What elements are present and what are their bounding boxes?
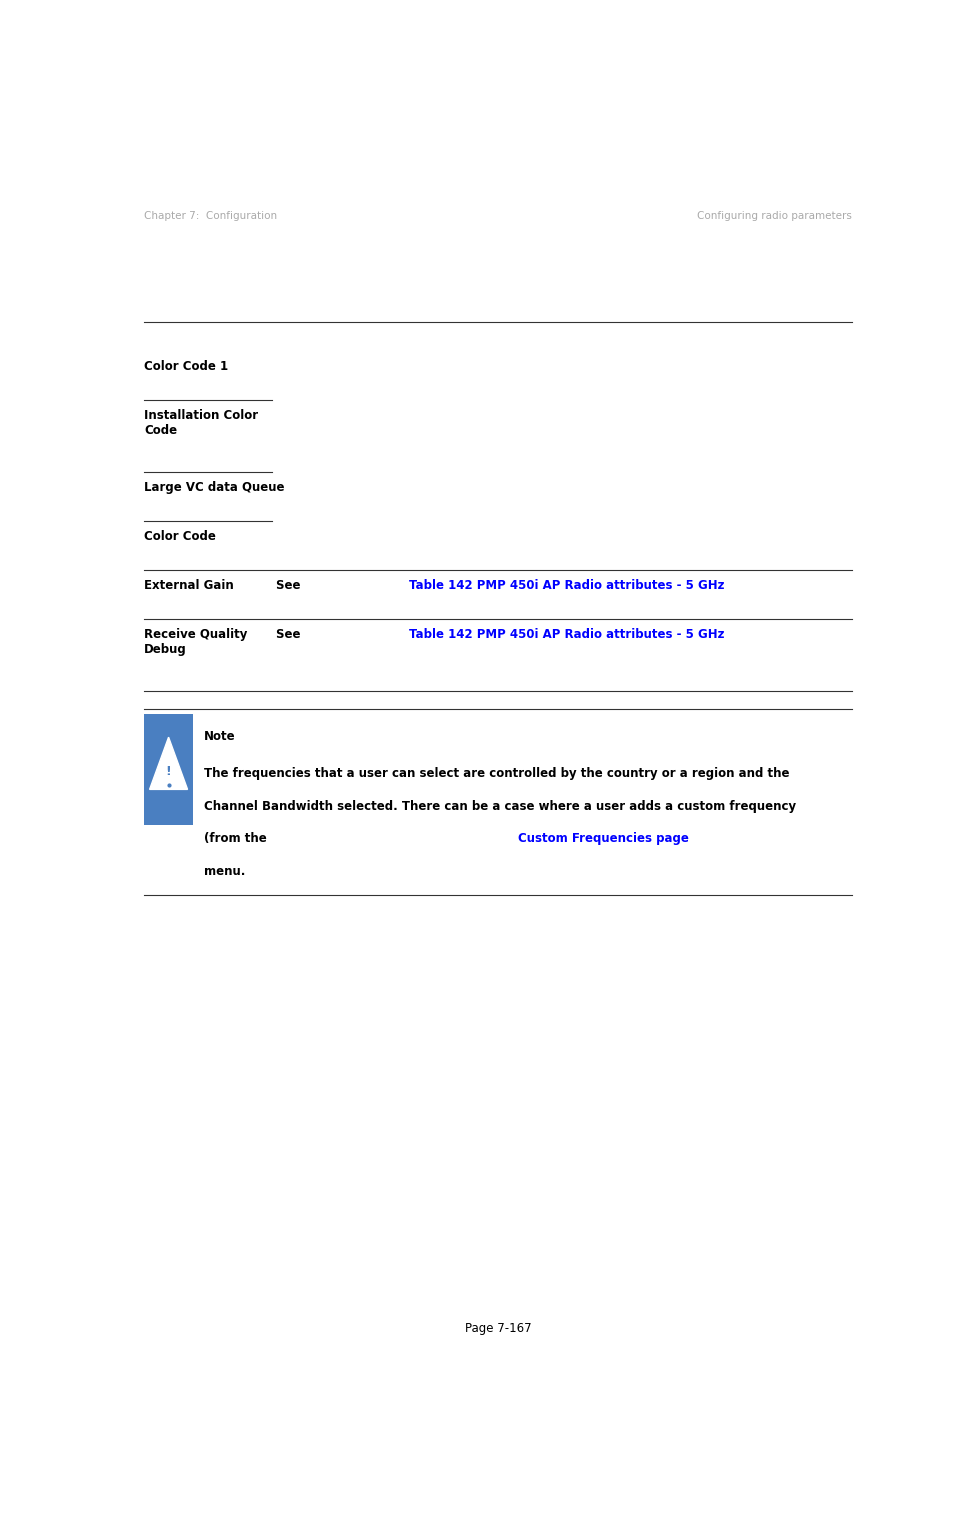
Text: Table 142 PMP 450i AP Radio attributes - 5 GHz: Table 142 PMP 450i AP Radio attributes -… xyxy=(409,580,724,592)
Text: Color Code 1: Color Code 1 xyxy=(144,360,228,372)
FancyBboxPatch shape xyxy=(144,715,193,825)
Text: Chapter 7:  Configuration: Chapter 7: Configuration xyxy=(144,210,277,221)
Polygon shape xyxy=(150,737,188,789)
Text: Custom Frequencies page: Custom Frequencies page xyxy=(518,833,689,845)
Text: Large VC data Queue: Large VC data Queue xyxy=(144,481,285,494)
Text: Color Code: Color Code xyxy=(144,530,216,544)
Text: (from the: (from the xyxy=(204,833,271,845)
Text: Receive Quality
Debug: Receive Quality Debug xyxy=(144,628,248,656)
Text: External Gain: External Gain xyxy=(144,580,234,592)
Text: Table 142 PMP 450i AP Radio attributes - 5 GHz: Table 142 PMP 450i AP Radio attributes -… xyxy=(409,628,724,640)
Text: See: See xyxy=(276,628,304,640)
Text: Channel Bandwidth selected. There can be a case where a user adds a custom frequ: Channel Bandwidth selected. There can be… xyxy=(204,799,796,813)
Text: menu.: menu. xyxy=(204,864,246,878)
Text: !: ! xyxy=(165,765,171,778)
Text: Installation Color
Code: Installation Color Code xyxy=(144,409,259,438)
Text: See: See xyxy=(276,580,304,592)
Text: The frequencies that a user can select are controlled by the country or a region: The frequencies that a user can select a… xyxy=(204,768,790,780)
Text: Page 7-167: Page 7-167 xyxy=(465,1322,532,1335)
Text: Note: Note xyxy=(204,730,236,742)
Text: Configuring radio parameters: Configuring radio parameters xyxy=(697,210,852,221)
